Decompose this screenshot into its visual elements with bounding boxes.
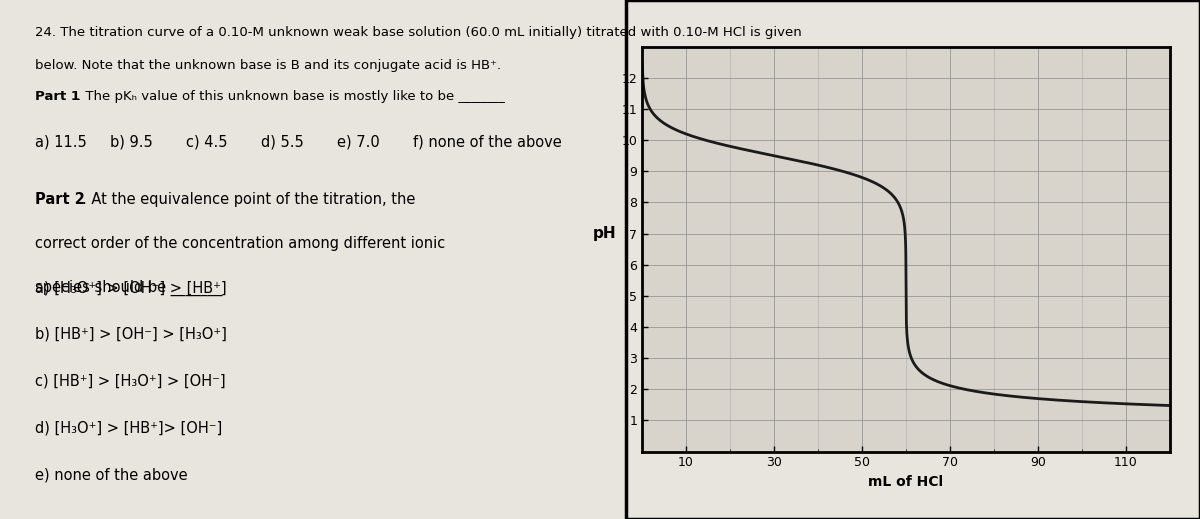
Text: d) 5.5: d) 5.5 [262, 135, 305, 150]
Text: . The pKₕ value of this unknown base is mostly like to be _______: . The pKₕ value of this unknown base is … [77, 90, 505, 103]
Text: c) 4.5: c) 4.5 [186, 135, 227, 150]
Text: below. Note that the unknown base is B and its conjugate acid is HB⁺.: below. Note that the unknown base is B a… [35, 59, 500, 72]
Text: . At the equivalence point of the titration, the: . At the equivalence point of the titrat… [82, 192, 415, 207]
Text: species should be _______: species should be _______ [35, 280, 222, 296]
Text: f) none of the above: f) none of the above [413, 135, 562, 150]
X-axis label: mL of HCl: mL of HCl [869, 475, 943, 489]
Y-axis label: pH: pH [593, 226, 617, 241]
Text: e) 7.0: e) 7.0 [337, 135, 379, 150]
Text: d) [H₃O⁺] > [HB⁺]> [OH⁻]: d) [H₃O⁺] > [HB⁺]> [OH⁻] [35, 420, 222, 435]
Text: correct order of the concentration among different ionic: correct order of the concentration among… [35, 236, 445, 251]
Text: a) 11.5: a) 11.5 [35, 135, 86, 150]
Text: Part 2: Part 2 [35, 192, 84, 207]
Text: b) [HB⁺] > [OH⁻] > [H₃O⁺]: b) [HB⁺] > [OH⁻] > [H₃O⁺] [35, 327, 227, 342]
Text: c) [HB⁺] > [H₃O⁺] > [OH⁻]: c) [HB⁺] > [H₃O⁺] > [OH⁻] [35, 374, 226, 389]
Text: 24. The titration curve of a 0.10-M unknown weak base solution (60.0 mL initiall: 24. The titration curve of a 0.10-M unkn… [35, 26, 802, 39]
Text: b) 9.5: b) 9.5 [110, 135, 154, 150]
Text: a) [H₃O⁺] > [OH⁻] > [HB⁺]: a) [H₃O⁺] > [OH⁻] > [HB⁺] [35, 280, 227, 295]
Text: Part 1: Part 1 [35, 90, 79, 103]
Text: e) none of the above: e) none of the above [35, 467, 187, 482]
